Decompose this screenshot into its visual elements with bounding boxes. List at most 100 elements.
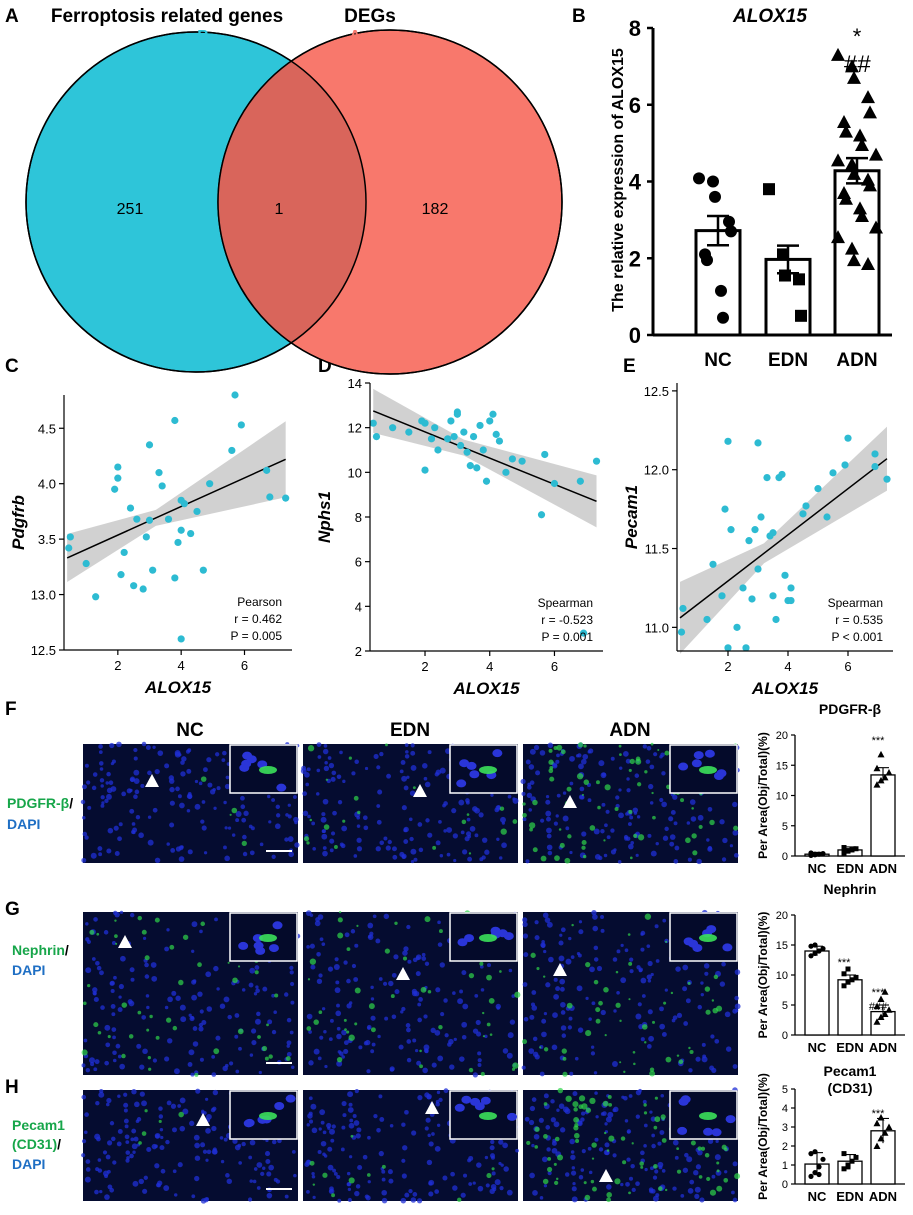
nucleus [530,1002,536,1007]
green-puncta [604,784,611,791]
significance-star: * [853,24,862,49]
nucleus [186,768,192,774]
nucleus [154,1134,160,1139]
nucleus [388,1178,394,1184]
nucleus [642,1099,647,1104]
pecam1-scatter-plot: 11.011.512.012.52 4 6ALOX15Pecam1Spearmanr… [622,383,893,698]
nucleus [249,1179,254,1183]
green-puncta [121,1053,126,1059]
nucleus [434,1030,441,1036]
nucleus [172,1127,177,1133]
nucleus [570,955,575,959]
green-puncta [514,991,521,998]
nucleus [99,767,104,771]
nucleus [111,759,116,764]
data-point [829,469,837,477]
nucleus [561,1033,567,1038]
nucleus [651,1143,656,1149]
nucleus [109,980,115,986]
nucleus [647,960,653,967]
nucleus [646,1044,652,1049]
nucleus [655,841,659,846]
y-axis-label: Per Area(Obj/Total)(%) [756,1073,770,1200]
green-puncta [657,749,660,752]
nucleus [356,1127,362,1133]
y-tick-label: 4.5 [38,421,56,436]
nucleus [565,826,570,831]
nucleus [640,977,647,984]
nucleus [484,849,490,855]
y-tick-label: 3.5 [38,532,56,547]
svg-text:PDGFR-β/: PDGFR-β/ [7,795,73,811]
nucleus [206,1006,213,1012]
nucleus [478,812,484,818]
data-point [193,507,201,516]
nucleus [443,801,448,806]
nucleus [613,1009,617,1013]
nucleus [680,1194,685,1198]
nucleus [439,962,445,968]
green-puncta [87,984,91,988]
nucleus [326,1122,332,1129]
nucleus [100,1005,105,1010]
nucleus [428,1191,434,1197]
nucleus [192,1041,199,1047]
nucleus [531,990,537,995]
green-puncta [723,1177,729,1183]
nucleus [529,748,536,755]
y-tick-label: 5 [782,1084,788,1096]
nucleus [472,1072,478,1078]
green-puncta [574,1123,579,1128]
nucleus [104,1194,110,1200]
x-tick-label: 4 [178,658,185,673]
nucleus [211,1072,217,1077]
nucleus [110,786,117,792]
data-point-circle [820,1156,826,1162]
nucleus [223,845,227,850]
nucleus [367,1135,371,1140]
nucleus [136,1117,142,1122]
data-point-square [845,966,851,972]
green-puncta [606,1149,610,1152]
nucleus [605,809,610,814]
nucleus [580,1117,585,1122]
nucleus [173,1068,180,1075]
green-puncta [543,1102,548,1106]
nucleus [542,912,549,919]
green-puncta [229,813,232,816]
nucleus [498,1139,504,1145]
green-puncta [676,1054,680,1057]
nucleus [352,1113,357,1119]
nucleus [117,1054,122,1059]
x-tick-label: 6 [241,658,248,673]
nucleus [620,943,624,948]
nucleus [330,831,336,836]
nucleus [436,1090,441,1095]
nucleus [529,780,535,785]
green-puncta [318,1010,323,1015]
nucleus [615,795,620,800]
green-puncta [687,981,691,985]
green-puncta [591,1142,597,1148]
nucleus [250,1028,257,1034]
nucleus [91,957,96,961]
green-puncta [141,929,147,935]
inset-green [699,934,717,942]
nucleus [105,1154,111,1160]
nucleus [491,1171,496,1176]
green-puncta [419,1049,422,1053]
green-puncta [705,1009,711,1015]
micrograph-pdgfrb-edn [300,742,519,864]
nucleus [145,994,150,998]
nucleus [271,1139,277,1145]
nucleus [508,968,513,973]
data-point [466,462,474,470]
nucleus [379,751,384,757]
nucleus [201,1109,205,1114]
data-point-triangle [877,776,885,784]
nucleus [310,1103,317,1110]
green-puncta [114,919,117,922]
nucleus [453,1037,457,1042]
nucleus [249,1139,256,1146]
